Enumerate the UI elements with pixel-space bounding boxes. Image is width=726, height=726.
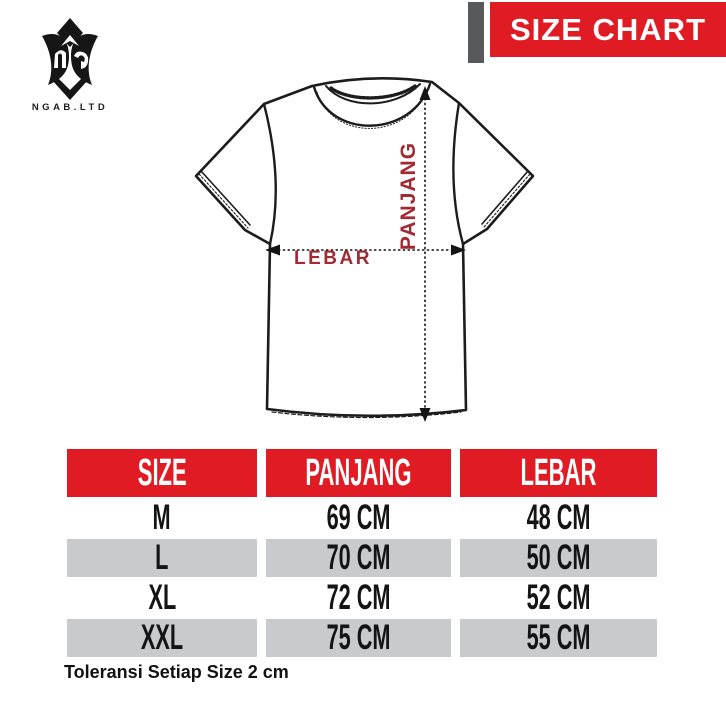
cell-panjang: 72 CM — [266, 579, 451, 617]
cell-lebar: 50 CM — [460, 539, 657, 577]
ngab-monogram-icon — [42, 18, 98, 100]
cell-value: 72 CM — [326, 579, 391, 617]
cell-lebar: 52 CM — [460, 579, 657, 617]
cell-value: 55 CM — [526, 619, 591, 657]
cell-value: XL — [148, 579, 176, 617]
cell-value: 52 CM — [526, 579, 591, 617]
arrowhead-right-icon — [451, 244, 466, 256]
cell-lebar: 48 CM — [460, 499, 657, 537]
cell-panjang: 69 CM — [266, 499, 451, 537]
cell-value: 48 CM — [526, 499, 591, 537]
column-header-lebar: LEBAR — [460, 449, 657, 497]
cell-size: XL — [67, 579, 257, 617]
brand-logo: NGAB.LTD — [30, 16, 110, 116]
cell-panjang: 75 CM — [266, 619, 451, 657]
cell-size: L — [67, 539, 257, 577]
brand-name: NGAB.LTD — [31, 102, 109, 113]
page-title: SIZE CHART — [510, 11, 706, 47]
size-table: SIZE PANJANG LEBAR M 69 CM 48 CM L 70 CM… — [67, 449, 657, 657]
cell-panjang: 70 CM — [266, 539, 451, 577]
cell-value: 50 CM — [526, 539, 591, 577]
cell-value: L — [155, 539, 169, 577]
width-dimension-label: LEBAR — [294, 248, 372, 269]
cell-size: M — [67, 499, 257, 537]
dimension-lines — [278, 98, 453, 410]
title-accent-bar — [468, 2, 484, 63]
column-header-label: SIZE — [137, 451, 187, 494]
arrowhead-left-icon — [265, 244, 280, 256]
cell-value: 70 CM — [326, 539, 391, 577]
column-header-label: LEBAR — [520, 451, 597, 494]
column-header-label: PANJANG — [305, 451, 412, 494]
cell-size: XXL — [67, 619, 257, 657]
cell-lebar: 55 CM — [460, 619, 657, 657]
length-dimension-label: PANJANG — [397, 141, 420, 251]
cell-value: 69 CM — [326, 499, 391, 537]
cell-value: M — [152, 499, 172, 537]
column-header-size: SIZE — [67, 449, 257, 497]
arrowhead-down-icon — [419, 408, 431, 422]
title-band: SIZE CHART — [490, 2, 726, 57]
tolerance-note: Toleransi Setiap Size 2 cm — [64, 662, 289, 682]
arrowhead-up-icon — [419, 86, 431, 100]
column-header-panjang: PANJANG — [266, 449, 451, 497]
cell-value: 75 CM — [326, 619, 391, 657]
cell-value: XXL — [140, 619, 184, 657]
